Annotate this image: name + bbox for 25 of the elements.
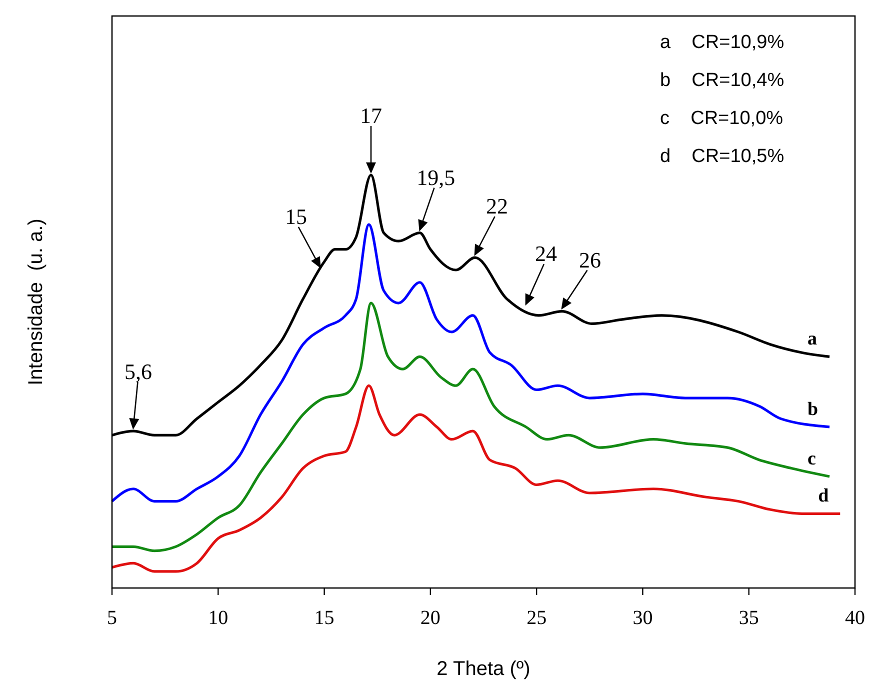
x-tick-label: 40 xyxy=(845,607,865,629)
x-tick-label: 5 xyxy=(107,607,117,629)
annotation: 24 xyxy=(534,241,557,266)
x-tick-label: 25 xyxy=(526,607,547,629)
x-tick-label: 20 xyxy=(420,607,440,629)
annotation: 15 xyxy=(285,204,308,229)
x-tick-label: 30 xyxy=(632,607,653,629)
x-tick-label: 10 xyxy=(208,607,228,629)
annotation: 26 xyxy=(579,247,602,272)
series-label: c xyxy=(808,448,816,470)
x-tick-label: 35 xyxy=(738,607,759,629)
x-axis-title: 2 Theta (º) xyxy=(436,658,530,680)
x-tick-label: 15 xyxy=(314,607,334,629)
text: b CR=10,4% xyxy=(660,70,784,91)
annotation: 5,6 xyxy=(124,359,152,384)
annotation: 17 xyxy=(360,103,382,128)
series-label: b xyxy=(808,398,818,420)
annotation: 22 xyxy=(486,194,508,219)
y-axis-title: Intensidade (u. a.) xyxy=(25,218,47,386)
series-label: a xyxy=(808,328,818,350)
text: c CR=10,0% xyxy=(660,108,784,129)
text: a CR=10,9% xyxy=(660,32,784,53)
annotation: 19,5 xyxy=(416,164,456,190)
text: d CR=10,5% xyxy=(660,146,784,167)
series-label: d xyxy=(818,486,830,507)
